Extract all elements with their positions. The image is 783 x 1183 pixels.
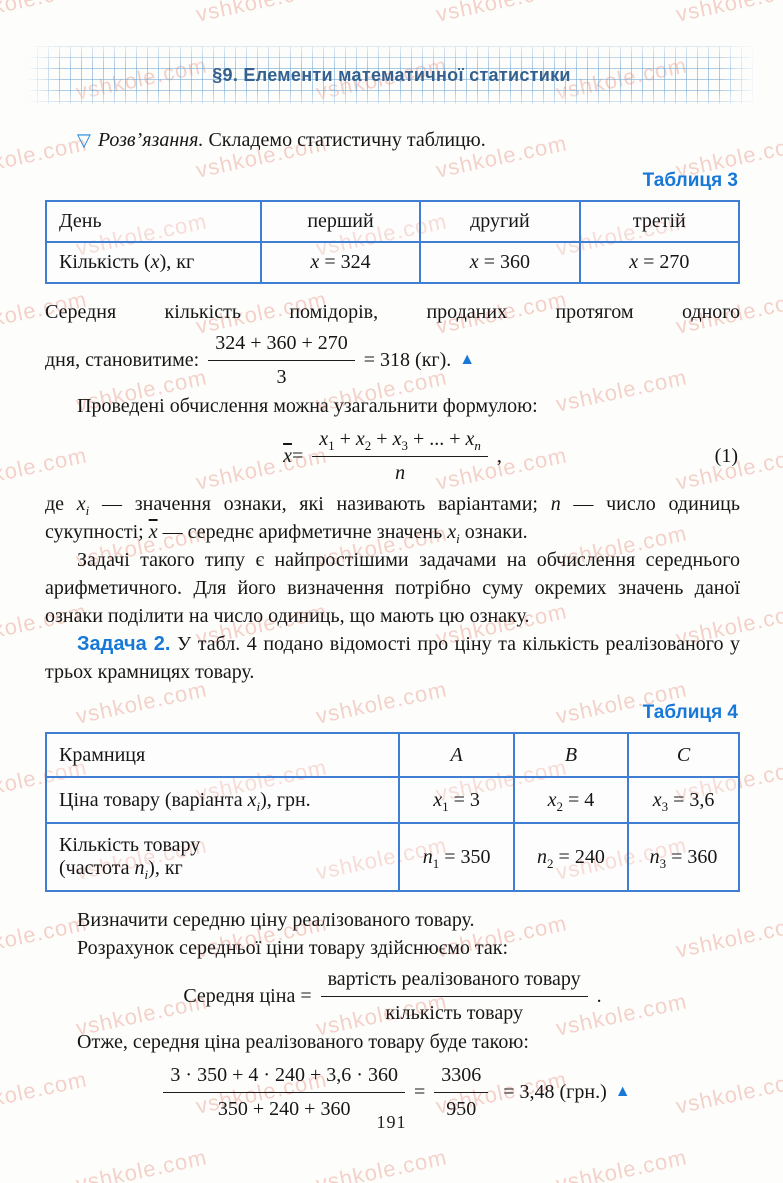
watermark: vshkole.com bbox=[313, 1144, 450, 1183]
table3-col-second: другий bbox=[419, 200, 581, 243]
table4-qty-3: n3 = 360 bbox=[627, 822, 740, 892]
task2-label: Задача 2. bbox=[77, 633, 171, 655]
para-generalize: Проведені обчислення можна узагальнити ф… bbox=[77, 395, 538, 417]
chapter-header: §9. Елементи математичної статистики bbox=[26, 46, 757, 104]
table3-row-label: Кількість (x), кг bbox=[45, 241, 262, 284]
table3-value-1: x = 324 bbox=[259, 241, 422, 284]
para-thus: Отже, середня ціна реалізованого товару … bbox=[77, 1031, 529, 1053]
para-tasks: Задачі такого типу є найпростішими задач… bbox=[45, 549, 740, 627]
table3-value-2: x = 360 bbox=[419, 241, 581, 284]
formula-price-lhs: Середня ціна = bbox=[183, 985, 312, 1007]
table4-price-label: Ціна товару (варіанта xi), грн. bbox=[44, 776, 401, 824]
para-determine: Визначити середню ціну реалізованого тов… bbox=[77, 909, 475, 931]
table4: Крамниця A B C Ціна товару (варіанта xi)… bbox=[44, 732, 740, 892]
watermark: vshkole.com bbox=[553, 1144, 690, 1183]
formula-final-result: = 3,48 (грн.) bbox=[503, 1081, 607, 1103]
table4-price-2: x2 = 4 bbox=[512, 776, 630, 824]
formula-average-result: = 318 (кг). bbox=[363, 349, 452, 371]
triangle-solid-icon: ▲ bbox=[614, 1083, 631, 1100]
x-bar: x bbox=[283, 445, 292, 467]
solution-intro: ▽ Розв’язання. Складемо статистичну табли… bbox=[45, 126, 740, 154]
para-calc: Розрахунок середньої ціни товару здійсню… bbox=[77, 937, 509, 959]
table4-qty-1: n1 = 350 bbox=[398, 822, 515, 892]
para-variables: де xi — значення ознаки, які називають в… bbox=[45, 493, 741, 546]
watermark: vshkole.com bbox=[73, 1144, 210, 1183]
table-row: Кількість товару (частота ni), кг n1 = 35… bbox=[44, 822, 740, 892]
triangle-solid-icon: ▲ bbox=[459, 351, 476, 368]
table-row: День перший другий третій bbox=[45, 200, 741, 243]
para-task2: Задача 2. У табл. 4 подано відомості про… bbox=[45, 630, 740, 686]
table3-caption: Таблиця 3 bbox=[642, 170, 738, 191]
table3-col-third: третій bbox=[578, 200, 741, 243]
table-row: Кількість (x), кг x = 324 x = 360 x = 27… bbox=[45, 241, 741, 284]
task2-text: У табл. 4 подано відомості про ціну та к… bbox=[45, 633, 740, 683]
para-average-intro: Середня кількість помідорів, проданих пр… bbox=[45, 301, 740, 323]
solution-text: Складемо статистичну таблицю. bbox=[203, 129, 486, 151]
table4-col-C: C bbox=[627, 732, 740, 778]
page-content: ▽ Розв’язання. Складемо статистичну табли… bbox=[44, 112, 741, 1128]
table4-caption: Таблиця 4 bbox=[642, 702, 738, 723]
table4-qty-label: Кількість товару (частота ni), кг bbox=[44, 822, 401, 892]
table3-value-3: x = 270 bbox=[578, 241, 741, 284]
table4-price-3: x3 = 3,6 bbox=[627, 776, 740, 824]
table3-header-day: День bbox=[45, 200, 262, 243]
table3-col-first: перший bbox=[259, 200, 422, 243]
table4-header-shop: Крамниця bbox=[44, 732, 401, 778]
formula-average-lead: дня, становитиме: bbox=[45, 349, 200, 371]
table3: День перший другий третій Кількість (x),… bbox=[45, 200, 741, 284]
formula-price: Середня ціна = вартість реалізованого то… bbox=[183, 966, 602, 1026]
chapter-title: §9. Елементи математичної статистики bbox=[212, 65, 571, 85]
table4-price-1: x1 = 3 bbox=[398, 776, 515, 824]
watermark: vshkole.com bbox=[193, 0, 330, 27]
formula-final: 3 · 350 + 4 · 240 + 3,6 · 360 350 + 240 +… bbox=[45, 1062, 740, 1122]
watermark: vshkole.com bbox=[673, 0, 783, 27]
triangle-open-icon: ▽ bbox=[77, 130, 91, 150]
fraction: вартість реалізованого товару кількість т… bbox=[320, 966, 588, 1026]
table4-qty-2: n2 = 240 bbox=[512, 822, 630, 892]
fraction: x1 + x2 + x3 + ... + xn n bbox=[312, 426, 488, 486]
x-bar: x bbox=[148, 521, 158, 543]
solution-label: Розв’язання. bbox=[97, 129, 204, 151]
table4-col-B: B bbox=[512, 732, 630, 778]
fraction: 3306 950 bbox=[434, 1062, 489, 1122]
fraction: 324 + 360 + 270 3 bbox=[208, 330, 355, 390]
formula-1: x = x1 + x2 + x3 + ... + xn n , (1) bbox=[283, 426, 738, 486]
table4-col-A: A bbox=[398, 732, 515, 778]
fraction: 3 · 350 + 4 · 240 + 3,6 · 360 350 + 240 +… bbox=[163, 1062, 405, 1122]
page-number: 191 bbox=[376, 1112, 407, 1132]
watermark: vshkole.com bbox=[433, 0, 570, 27]
table-row: Крамниця A B C bbox=[44, 732, 740, 778]
equation-number: (1) bbox=[714, 445, 738, 467]
grid-pattern bbox=[26, 46, 757, 104]
formula-average: дня, становитиме: 324 + 360 + 270 3 = 318… bbox=[45, 330, 740, 390]
table-row: Ціна товару (варіанта xi), грн. x1 = 3 x… bbox=[44, 776, 740, 824]
watermark: vshkole.com bbox=[0, 0, 90, 27]
